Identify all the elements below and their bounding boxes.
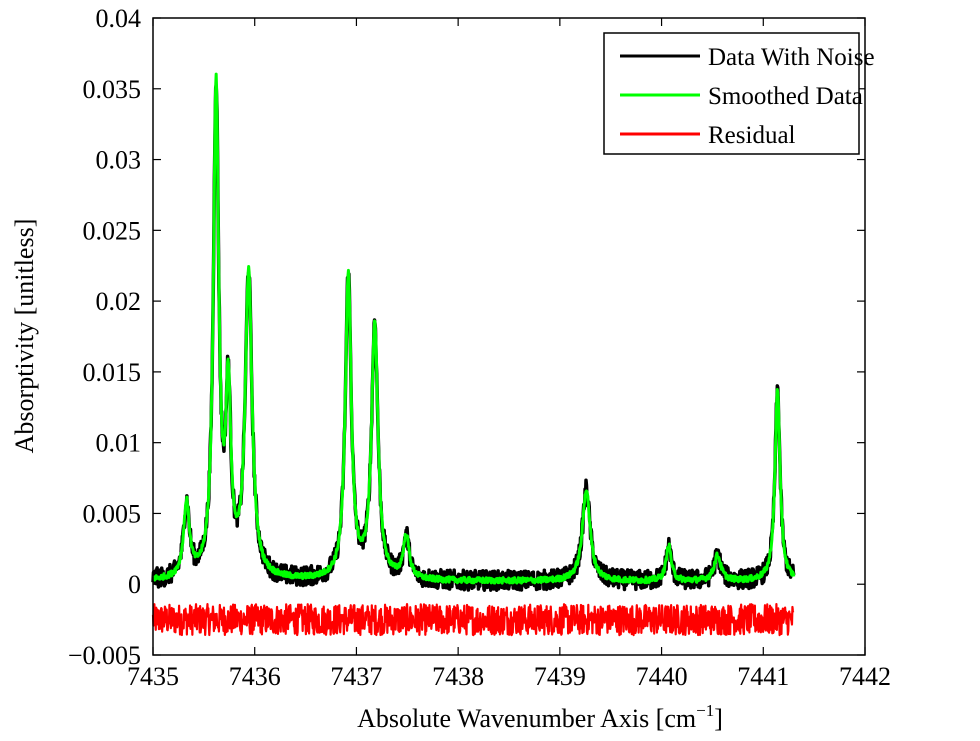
x-tick-label: 7442 [839, 662, 891, 691]
y-tick-label: 0.015 [83, 358, 142, 387]
axis-tick-labels: 7435 7436 7437 7438 7439 7440 7441 7442 −0.005 0 0… [68, 4, 891, 691]
legend-label-residual: Residual [708, 122, 796, 149]
y-tick-label: 0.035 [83, 75, 142, 104]
x-tick-label: 7439 [534, 662, 586, 691]
series-residual [151, 602, 795, 637]
x-tick-label: 7436 [229, 662, 281, 691]
y-tick-label: 0.02 [96, 287, 142, 316]
x-tick-label: 7435 [127, 662, 179, 691]
plot-series [151, 72, 796, 637]
x-axis-label-close: ] [714, 704, 723, 733]
x-tick-label: 7437 [330, 662, 382, 691]
y-axis-label: Absorptivity [unitless] [10, 219, 39, 454]
x-tick-label: 7438 [432, 662, 484, 691]
x-axis-label-superscript: −1 [696, 701, 714, 720]
legend-label-smoothed-data: Smoothed Data [708, 83, 863, 110]
x-tick-label: 7440 [636, 662, 688, 691]
x-axis-label-main: Absolute Wavenumber Axis [cm [357, 704, 696, 733]
axis-ticks [152, 17, 866, 656]
axes-box [152, 17, 866, 656]
y-tick-label: −0.005 [68, 641, 141, 670]
legend: Data With Noise Smoothed Data Residual [603, 32, 875, 155]
legend-label-data-with-noise: Data With Noise [708, 44, 875, 71]
y-tick-label: 0.04 [96, 4, 142, 33]
y-tick-label: 0.01 [96, 429, 142, 458]
y-tick-label: 0.025 [83, 216, 142, 245]
series-smoothed-data [151, 72, 796, 585]
x-axis-label: Absolute Wavenumber Axis [cm−1] [357, 701, 723, 733]
x-tick-label: 7441 [737, 662, 789, 691]
y-tick-label: 0.005 [83, 499, 142, 528]
y-tick-label: 0 [128, 570, 141, 599]
y-tick-label: 0.03 [96, 146, 142, 175]
